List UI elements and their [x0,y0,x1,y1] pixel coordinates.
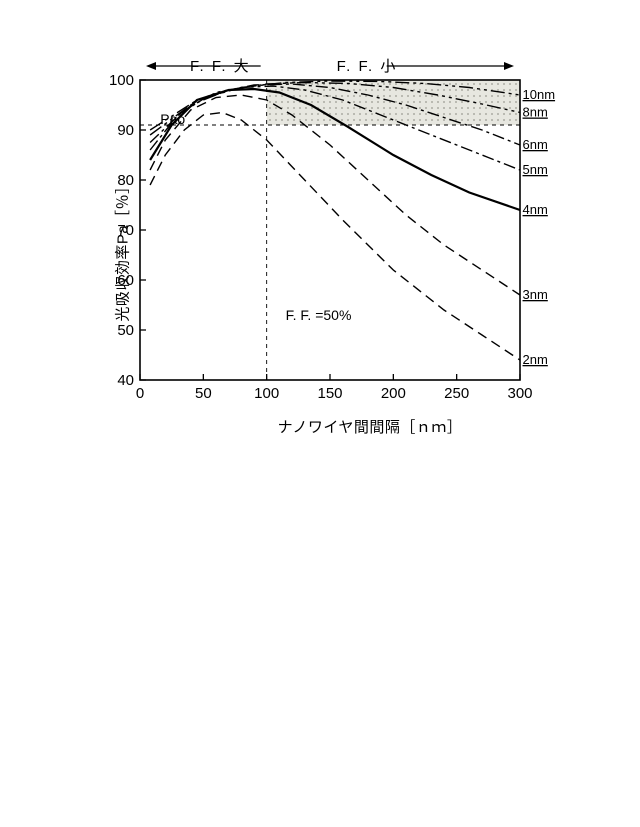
y-axis-label: 光吸収効率Pa［％］ [112,178,133,321]
y-tick-label: 50 [117,322,134,339]
ff-small-label: F. F. 小 [337,58,398,75]
series-label-6nm: 6nm [523,137,548,152]
x-tick-label: 300 [507,385,532,400]
pao-label: Pao [160,111,185,127]
x-tick-label: 250 [444,385,469,400]
series-label-2nm: 2nm [523,352,548,367]
x-tick-label: 0 [136,385,144,400]
x-tick-label: 150 [317,385,342,400]
series-label-5nm: 5nm [523,162,548,177]
series-label-10nm: 10nm [523,87,556,102]
line-chart: F. F. =50%Pao050100150200250300405060708… [70,40,570,400]
y-tick-label: 40 [117,372,134,389]
x-axis-label: ナノワイヤ間間隔［ｎｍ］ [278,416,463,437]
chart-container: F. F. =50%Pao050100150200250300405060708… [70,40,570,400]
y-tick-label: 90 [117,122,134,139]
x-tick-label: 100 [254,385,279,400]
series-label-3nm: 3nm [523,287,548,302]
series-label-8nm: 8nm [523,105,548,120]
ff-large-label: F. F. 大 [190,58,251,75]
ff50-label: F. F. =50% [286,307,352,323]
x-tick-label: 50 [195,385,212,400]
y-tick-label: 100 [109,72,134,89]
series-label-4nm: 4nm [523,202,548,217]
x-tick-label: 200 [381,385,406,400]
